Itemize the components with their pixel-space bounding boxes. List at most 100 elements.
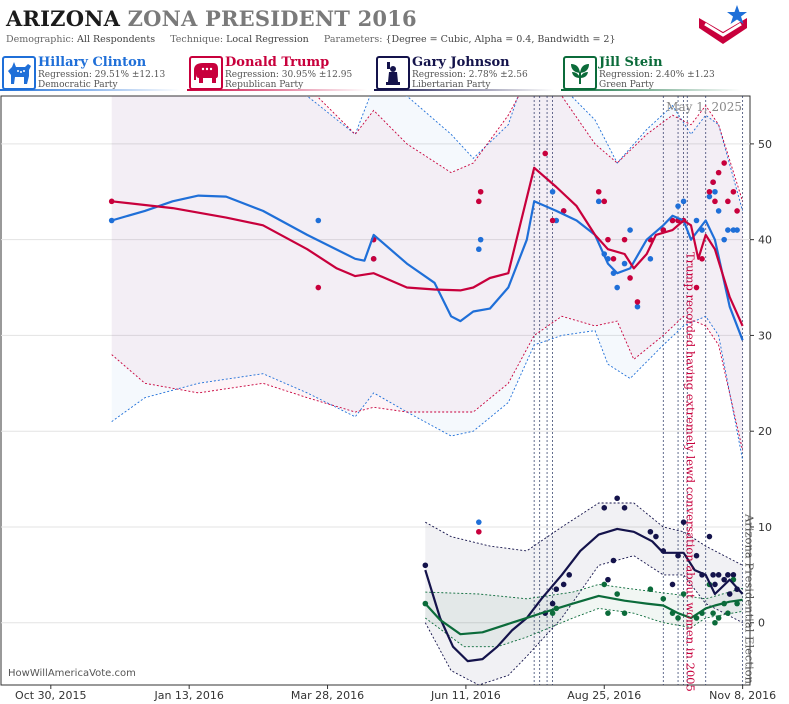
poll-point: [549, 600, 556, 607]
candidate-regression: Regression: 30.95% ±12.95: [225, 70, 353, 80]
candidate-party: Republican Party: [225, 80, 304, 90]
lower-bound-line: [424, 555, 743, 685]
candidate-party: Green Party: [599, 80, 654, 90]
candidate-name: Donald Trump: [225, 55, 330, 70]
candidate-stein: Jill Stein Regression: 2.40% ±1.23 Green…: [561, 54, 747, 91]
lower-bound-line: [111, 315, 744, 460]
poll-point: [721, 160, 727, 166]
poll-point: [669, 581, 676, 588]
technique-value: Local Regression: [226, 34, 309, 45]
poll-point: [621, 610, 628, 616]
x-tick-label: Jun 11, 2016: [430, 689, 501, 702]
poll-point: [730, 572, 737, 578]
lower-bound-line: [111, 315, 744, 451]
poll-point: [621, 505, 628, 511]
poll-point: [315, 284, 322, 291]
poll-point: [476, 519, 482, 525]
donkey-icon: [2, 56, 36, 90]
candidate-name: Gary Johnson: [412, 55, 510, 70]
poll-point: [712, 581, 718, 588]
poll-point: [721, 576, 727, 583]
trend-line: [424, 594, 743, 636]
poll-point: [680, 591, 687, 597]
elephant-icon: [189, 56, 223, 90]
upper-bound-line: [425, 583, 743, 600]
upper-bound-line: [425, 502, 743, 566]
upper-bound-line: [306, 96, 744, 212]
candidate-clinton: Hillary Clinton Regression: 29.51% ±12.1…: [0, 54, 186, 91]
candidate-legend: Hillary Clinton Regression: 29.51% ±12.1…: [0, 54, 750, 92]
poll-point: [476, 246, 482, 253]
poll-point: [706, 188, 713, 195]
leaf-icon: [563, 56, 597, 90]
poll-point: [560, 208, 567, 214]
y-tick-label: 10: [758, 521, 772, 534]
liberty-statue-icon: [376, 56, 410, 90]
poll-point: [715, 169, 722, 176]
poll-point: [601, 198, 608, 205]
poll-point: [610, 256, 617, 262]
poll-point: [712, 619, 718, 626]
poll-point: [734, 600, 740, 607]
candidate-regression: Regression: 29.51% ±12.13: [38, 70, 166, 80]
candidate-trump: Donald Trump Regression: 30.95% ±12.95 R…: [187, 54, 373, 91]
y-tick-label: 20: [758, 425, 772, 438]
poll-point: [560, 581, 567, 588]
poll-point: [660, 596, 667, 602]
lower-bound-line: [425, 607, 743, 648]
parameters-value: {Degree = Cubic, Alpha = 0.4, Bandwidth …: [385, 34, 616, 45]
poll-point: [610, 557, 617, 564]
poll-point: [680, 519, 687, 525]
poll-point: [476, 528, 482, 535]
trend-line: [424, 527, 744, 663]
x-tick-label: Oct 30, 2015: [15, 689, 87, 702]
candidate-regression: Regression: 2.78% ±2.56: [412, 70, 528, 80]
candidate-bar: [0, 89, 180, 91]
site-logo-icon: [699, 5, 747, 44]
candidate-name: Hillary Clinton: [38, 55, 147, 70]
poll-point: [680, 198, 687, 205]
x-tick-label: Jan 13, 2016: [153, 689, 223, 702]
poll-point: [422, 562, 429, 569]
poll-point: [601, 505, 608, 511]
poll-point: [549, 188, 556, 195]
candidate-bar: [561, 89, 741, 91]
poll-point: [710, 572, 716, 578]
event-annotation: Arizona Presidential Election: [743, 513, 757, 685]
poll-point: [693, 552, 700, 559]
x-tick-label: Nov 8, 2016: [709, 689, 776, 702]
poll-point: [725, 610, 731, 616]
poll-point: [725, 227, 731, 233]
poll-point: [553, 586, 560, 593]
poll-point: [476, 198, 482, 205]
poll-point: [725, 572, 731, 578]
poll-point: [647, 586, 654, 593]
poll-point: [726, 591, 733, 597]
poll-point: [653, 533, 659, 540]
poll-point: [595, 188, 602, 195]
poll-point: [647, 528, 654, 535]
poll-point: [605, 236, 611, 243]
trend-line: [111, 194, 744, 341]
poll-point: [706, 193, 713, 200]
poll-point: [549, 610, 556, 616]
poll-point: [370, 256, 377, 262]
upper-bound-line: [316, 96, 744, 202]
y-tick-label: 0: [758, 617, 765, 630]
title-state: ARIZONA: [6, 6, 121, 31]
poll-point: [710, 179, 716, 185]
candidate-party: Democratic Party: [38, 80, 118, 90]
poll-point: [634, 299, 641, 305]
poll-point: [627, 275, 633, 281]
poll-point: [715, 615, 722, 621]
poll-point: [605, 576, 611, 583]
event-annotation: Trump recorded having extremely lewd con…: [684, 252, 698, 692]
poll-point: [699, 256, 705, 262]
x-tick-label: Aug 25, 2016: [567, 689, 641, 702]
y-tick-label: 40: [758, 234, 772, 247]
poll-point: [634, 303, 641, 310]
poll-point: [621, 260, 628, 267]
poll-point: [675, 203, 681, 209]
poll-point: [549, 217, 556, 224]
parameters-line: Demographic: All Respondents Technique: …: [6, 34, 616, 45]
